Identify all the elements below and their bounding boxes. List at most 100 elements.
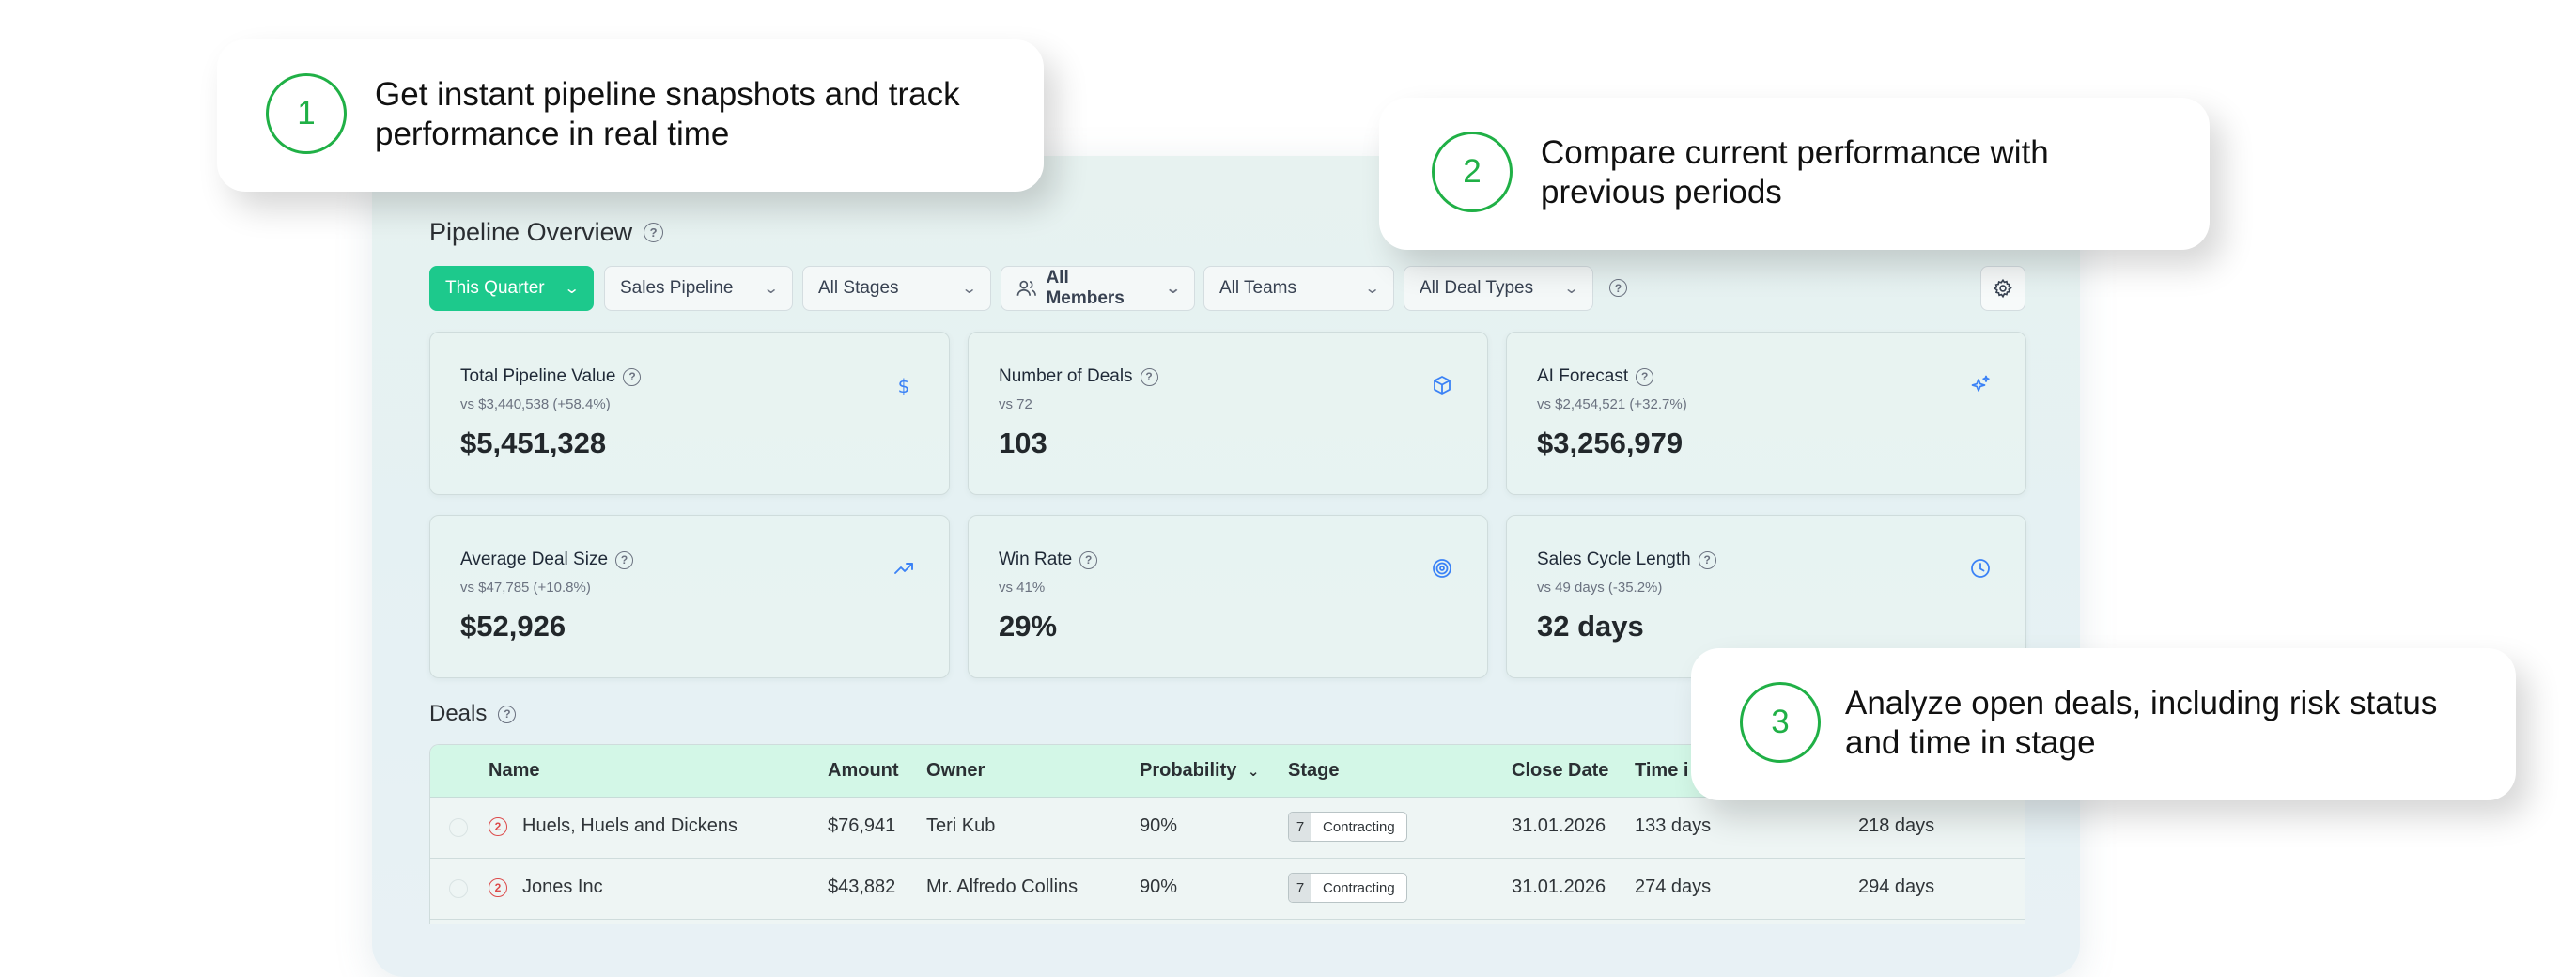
help-icon[interactable]: ? — [644, 222, 664, 242]
help-icon[interactable]: ? — [498, 705, 517, 723]
probability-header-label: Probability — [1140, 760, 1237, 781]
page-title-text: Pipeline Overview — [429, 217, 633, 246]
teams-filter-label: All Teams — [1219, 278, 1297, 298]
kpi-comparison: vs $47,785 (+10.8%) — [460, 580, 591, 596]
column-header-amount[interactable]: Amount — [828, 760, 899, 781]
row-select-checkbox[interactable] — [449, 879, 468, 898]
deal-name[interactable]: Jones Inc — [522, 876, 603, 897]
box-icon — [1431, 374, 1453, 396]
column-header-stage[interactable]: Stage — [1288, 760, 1340, 781]
table-row[interactable]: 2 Huels, Huels and Dickens $76,941 Teri … — [430, 797, 2025, 859]
stages-filter-label: All Stages — [818, 278, 899, 298]
trend-up-icon — [892, 557, 915, 580]
period-filter-button[interactable]: This Quarter ⌄ — [429, 266, 594, 311]
deal-amount: $43,882 — [828, 876, 896, 897]
chevron-down-icon: ⌄ — [960, 281, 978, 297]
help-icon[interactable]: ? — [1636, 367, 1654, 386]
deal-close-date: 31.01.2026 — [1512, 876, 1606, 897]
callout-2: 2 Compare current performance with previ… — [1379, 98, 2210, 250]
stages-filter-select[interactable]: All Stages ⌄ — [802, 266, 991, 311]
clock-icon — [1969, 557, 1992, 580]
chevron-down-icon: ⌄ — [1363, 281, 1381, 297]
kpi-value: 103 — [999, 426, 1047, 459]
step-number-badge: 3 — [1740, 682, 1821, 763]
kpi-card-average-deal-size: Average Deal Size ? vs $47,785 (+10.8%) … — [429, 515, 950, 678]
step-number-badge: 1 — [266, 73, 347, 154]
stage-badge: 7 Contracting — [1288, 873, 1407, 903]
callout-text-line-2: performance in real time — [375, 116, 730, 152]
stage-number: 7 — [1289, 874, 1311, 902]
kpi-title: Win Rate ? — [999, 550, 1098, 570]
gear-icon — [1993, 278, 2012, 299]
column-header-time-in-stage[interactable]: Time i — [1635, 760, 1689, 781]
teams-filter-select[interactable]: All Teams ⌄ — [1203, 266, 1394, 311]
kpi-comparison: vs $3,440,538 (+58.4%) — [460, 396, 611, 412]
deals-section-title: Deals ? — [429, 701, 517, 727]
kpi-title-text: Number of Deals — [999, 366, 1133, 386]
help-icon[interactable]: ? — [623, 367, 642, 386]
deal-types-filter-label: All Deal Types — [1420, 278, 1534, 298]
deal-amount: $76,941 — [828, 815, 896, 836]
kpi-comparison: vs 49 days (-35.2%) — [1537, 580, 1663, 596]
members-filter-select[interactable]: All Members ⌄ — [1001, 266, 1195, 311]
kpi-card-ai-forecast: AI Forecast ? vs $2,454,521 (+32.7%) $3,… — [1506, 332, 2026, 495]
chevron-down-icon: ⌄ — [1164, 281, 1182, 297]
kpi-title-text: Sales Cycle Length — [1537, 550, 1691, 569]
column-header-owner[interactable]: Owner — [926, 760, 985, 781]
target-icon — [1431, 557, 1453, 580]
kpi-card-total-pipeline: Total Pipeline Value ? vs $3,440,538 (+5… — [429, 332, 950, 495]
svg-text:$: $ — [898, 375, 910, 396]
kpi-value: $52,926 — [460, 610, 566, 643]
kpi-title: Number of Deals ? — [999, 366, 1158, 387]
deal-time-in-stage: 274 days — [1635, 876, 1712, 897]
dollar-icon: $ — [892, 374, 915, 397]
kpi-title-text: Total Pipeline Value — [460, 366, 616, 386]
stage-label: Contracting — [1323, 879, 1395, 896]
stage-label: Contracting — [1323, 818, 1395, 835]
help-icon[interactable]: ? — [1698, 551, 1716, 569]
kpi-comparison: vs $2,454,521 (+32.7%) — [1537, 396, 1687, 412]
period-filter-label: This Quarter — [445, 278, 545, 298]
table-row[interactable]: 2 Jones Inc $43,882 Mr. Alfredo Collins … — [430, 858, 2025, 920]
callout-text-line-1: Compare current performance with — [1541, 134, 2049, 171]
pipeline-filter-label: Sales Pipeline — [620, 278, 734, 298]
help-icon[interactable]: ? — [615, 551, 634, 569]
row-select-checkbox[interactable] — [449, 818, 468, 837]
settings-button[interactable] — [1980, 266, 2025, 311]
kpi-value: 29% — [999, 610, 1058, 643]
deal-time-in-stage: 133 days — [1635, 815, 1712, 836]
deal-owner: Mr. Alfredo Collins — [926, 876, 1079, 897]
kpi-card-win-rate: Win Rate ? vs 41% 29% — [968, 515, 1488, 678]
kpi-title: Average Deal Size ? — [460, 550, 634, 570]
kpi-value: $5,451,328 — [460, 426, 607, 459]
kpi-title-text: Average Deal Size — [460, 550, 609, 569]
help-icon[interactable]: ? — [1140, 367, 1158, 386]
deal-owner: Teri Kub — [926, 815, 996, 836]
kpi-title: AI Forecast ? — [1537, 366, 1654, 387]
callout-text-line-1: Get instant pipeline snapshots and track — [375, 76, 960, 113]
stage-number: 7 — [1289, 813, 1311, 841]
deal-age: 218 days — [1858, 815, 1935, 836]
callout-text-line-2: and time in stage — [1845, 724, 2096, 761]
deal-name[interactable]: Huels, Huels and Dickens — [522, 815, 737, 836]
kpi-title-text: Win Rate — [999, 550, 1073, 569]
deals-title-text: Deals — [429, 701, 488, 726]
deal-age: 294 days — [1858, 876, 1935, 897]
kpi-title: Total Pipeline Value ? — [460, 366, 642, 387]
column-header-name[interactable]: Name — [489, 760, 540, 781]
callout-1: 1 Get instant pipeline snapshots and tra… — [217, 39, 1044, 192]
kpi-value: 32 days — [1537, 610, 1644, 643]
pipeline-filter-select[interactable]: Sales Pipeline ⌄ — [604, 266, 793, 311]
column-header-close-date[interactable]: Close Date — [1512, 760, 1609, 781]
risk-badge: 2 — [489, 878, 507, 897]
risk-badge: 2 — [489, 817, 507, 836]
deal-probability: 90% — [1140, 815, 1178, 836]
kpi-title-text: AI Forecast — [1537, 366, 1629, 386]
chevron-down-icon: ⌄ — [762, 281, 780, 297]
help-icon[interactable]: ? — [1079, 551, 1098, 569]
kpi-comparison: vs 72 — [999, 396, 1032, 412]
deal-types-filter-select[interactable]: All Deal Types ⌄ — [1404, 266, 1593, 311]
column-header-probability[interactable]: Probability ⌄ — [1140, 760, 1260, 782]
kpi-value: $3,256,979 — [1537, 426, 1684, 459]
help-icon[interactable]: ? — [1609, 279, 1627, 297]
